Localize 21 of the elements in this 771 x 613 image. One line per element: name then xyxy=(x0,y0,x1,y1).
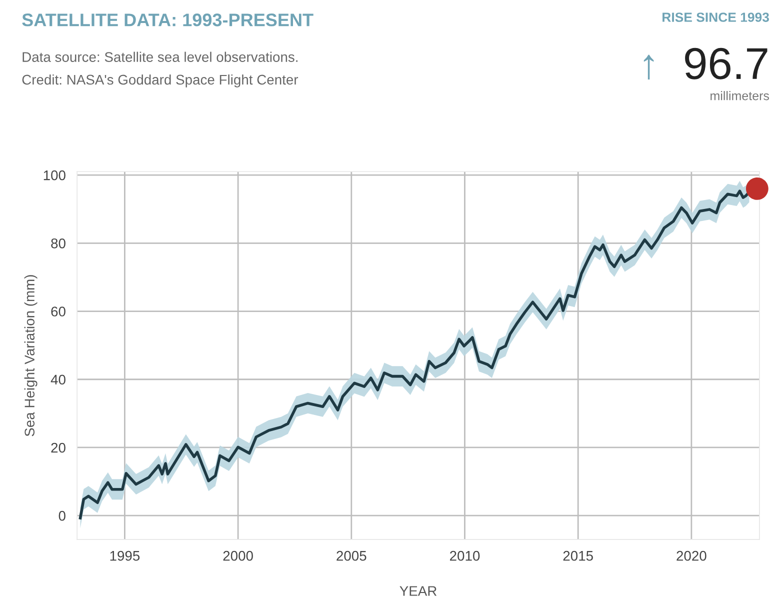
x-tick-label: 2000 xyxy=(223,550,253,561)
x-tick-label: 2010 xyxy=(450,550,480,561)
y-tick-label: 60 xyxy=(51,306,66,316)
y-tick-label: 20 xyxy=(51,442,66,453)
text: RISE SINCE 1993 xyxy=(662,12,769,22)
chart-subtitle: Data source: Satellite sea level observations. xyxy=(22,52,298,62)
y-tick-label: 100 xyxy=(44,170,66,180)
x-tick-label: 2020 xyxy=(676,550,706,561)
y-tick-label: 40 xyxy=(50,374,66,385)
x-axis-title: YEAR xyxy=(400,586,437,596)
y-tick-label: 80 xyxy=(51,238,66,248)
x-tick-label: 2015 xyxy=(563,550,593,561)
x-tick-label: 2005 xyxy=(336,550,366,561)
text: Credit: NASA's Goddard Space Flight Center xyxy=(22,74,298,88)
y-axis-title: Sea Height Variation (mm) xyxy=(24,275,38,436)
text: millimeters xyxy=(710,91,770,100)
y-tick-label: 0 xyxy=(58,510,66,521)
chart-title: SATELLITE DATA: 1993-PRESENT xyxy=(22,14,314,26)
text: 96.7 xyxy=(685,48,768,80)
text: ↑ xyxy=(644,54,654,80)
x-tick-label: 1995 xyxy=(110,550,140,561)
